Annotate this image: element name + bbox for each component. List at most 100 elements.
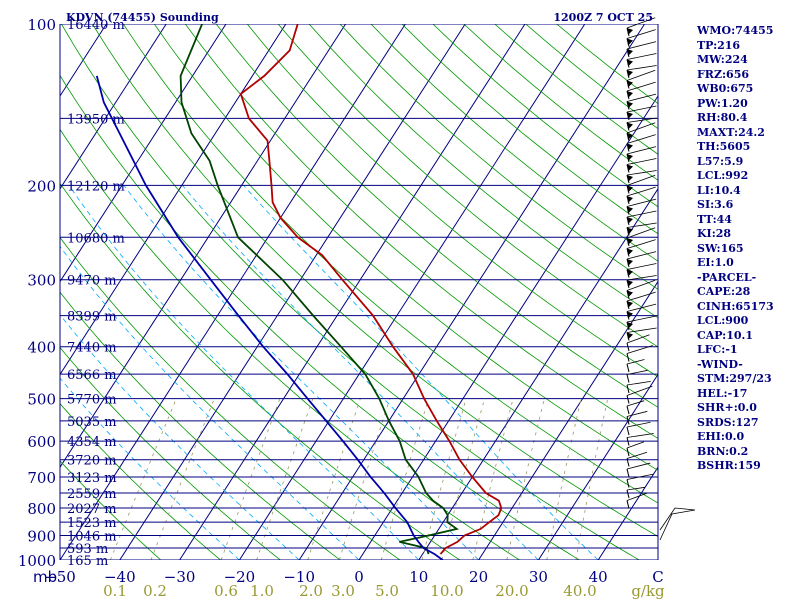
mixing-ratio-label: 0.6 [214,582,238,600]
index-row: HEL:-17 [697,386,748,400]
mixing-ratio-label: 10.0 [430,582,463,600]
pressure-label: 500 [27,391,56,409]
pressure-label: 1000 [18,552,56,570]
index-row: LFC:-1 [697,343,738,356]
wind-barb [626,410,648,425]
index-row: WMO:74455 [697,24,774,37]
wind-barb [626,473,654,488]
wind-barb [626,291,656,310]
index-row: LCL:900 [697,314,749,327]
isotherm-line [418,187,658,560]
mixing-ratio-label: 3.0 [331,582,355,600]
chart-grid [60,24,658,560]
wind-barb [626,17,656,37]
index-row: TT:44 [697,212,732,226]
isotherm-line [60,24,406,560]
index-row: SW:165 [697,241,744,255]
index-row: LCL:992 [697,169,749,182]
pressure-label: 600 [27,433,56,451]
wind-barb [626,81,656,100]
height-label: 6566 m [67,368,117,383]
height-label: 12120 m [67,179,125,194]
mixing-ratio-label: 2.0 [299,582,323,600]
wind-barb [626,462,651,478]
mixing-ratio-label: 20.0 [495,582,528,600]
index-row: PW:1.20 [697,96,748,110]
wind-barb [626,227,656,247]
wind-barb [626,170,657,184]
mixing-ratio-line [546,398,582,560]
mixing-ratio-label: g/kg [631,582,665,600]
wind-barb [626,53,657,68]
index-row: L57:5.9 [697,154,744,168]
wind-barb [626,279,656,299]
wind-barb [626,186,656,205]
index-row: RH:80.4 [697,111,748,124]
index-row: -PARCEL- [697,270,757,284]
wind-barb [626,134,656,152]
index-row: MAXT:24.2 [697,125,765,139]
index-row: BRN:0.2 [697,444,749,458]
temperature-tick-label: 0 [354,568,364,586]
index-row: FRZ:656 [697,67,750,81]
index-row: SHR+:0.0 [697,401,757,414]
pressure-label: 900 [27,527,56,545]
index-row: MW:224 [697,53,748,66]
height-label: 13950 m [67,112,125,127]
wind-barb [626,174,656,194]
temperature-tick-label: −20 [224,568,256,586]
index-row: CINH:65173 [697,299,774,313]
isotherm-line [298,24,646,560]
height-label: 593 m [67,542,108,557]
temperature-tick-label: −30 [164,568,196,586]
pressure-label: 800 [27,500,56,518]
height-label: 2027 m [67,502,117,517]
temperature-tick-label: −10 [283,568,315,586]
index-row: KI:28 [697,227,732,240]
wind-barb [626,222,657,236]
wind-barb [626,158,657,173]
wind-barb [626,327,657,341]
wind-barb [626,441,645,457]
temperature-tick-label: 20 [469,568,488,586]
wind-barb [626,29,656,47]
index-row: -WIND- [697,357,743,371]
temperature-tick-label: C [652,568,663,586]
observation-time: 1200Z 7 OCT 25 [553,11,653,24]
index-row: CAPE:28 [697,285,751,298]
pressure-label: 700 [27,469,56,487]
pressure-label: 400 [27,339,56,357]
isotherm-line [478,280,658,560]
wind-barb [626,492,647,509]
wind-barb [626,251,657,268]
index-row: SI:3.6 [697,198,734,211]
isotherm-line [60,24,347,469]
height-label: 8399 m [67,310,117,325]
wind-barb [626,433,654,446]
isotherm-line [537,373,658,560]
chart-curves [95,24,503,560]
mixing-ratio-label: 1.0 [250,582,274,600]
mixing-ratio-label: 0.1 [103,582,127,600]
temperature-curve [239,24,503,555]
wind-barb [626,381,651,394]
index-row: LI:10.4 [697,183,741,197]
wind-barb [626,263,657,278]
index-row: STM:297/23 [697,372,772,385]
wind-barb [626,385,653,404]
wind-barb [626,65,657,79]
wind-barb [626,315,657,331]
wind-barb [626,369,648,383]
height-label: 4354 m [67,435,117,450]
height-label: 1523 m [67,516,117,531]
wind-barb [626,198,657,215]
wind-barb [626,117,657,131]
height-label: 5770 m [67,393,117,408]
mixing-ratio-line [380,398,429,560]
temperature-tick-label: 10 [409,568,428,586]
temperature-tick-label: −50 [44,568,76,586]
wind-barb [626,210,657,226]
wind-barb [626,486,645,499]
height-label: 165 m [67,554,108,569]
